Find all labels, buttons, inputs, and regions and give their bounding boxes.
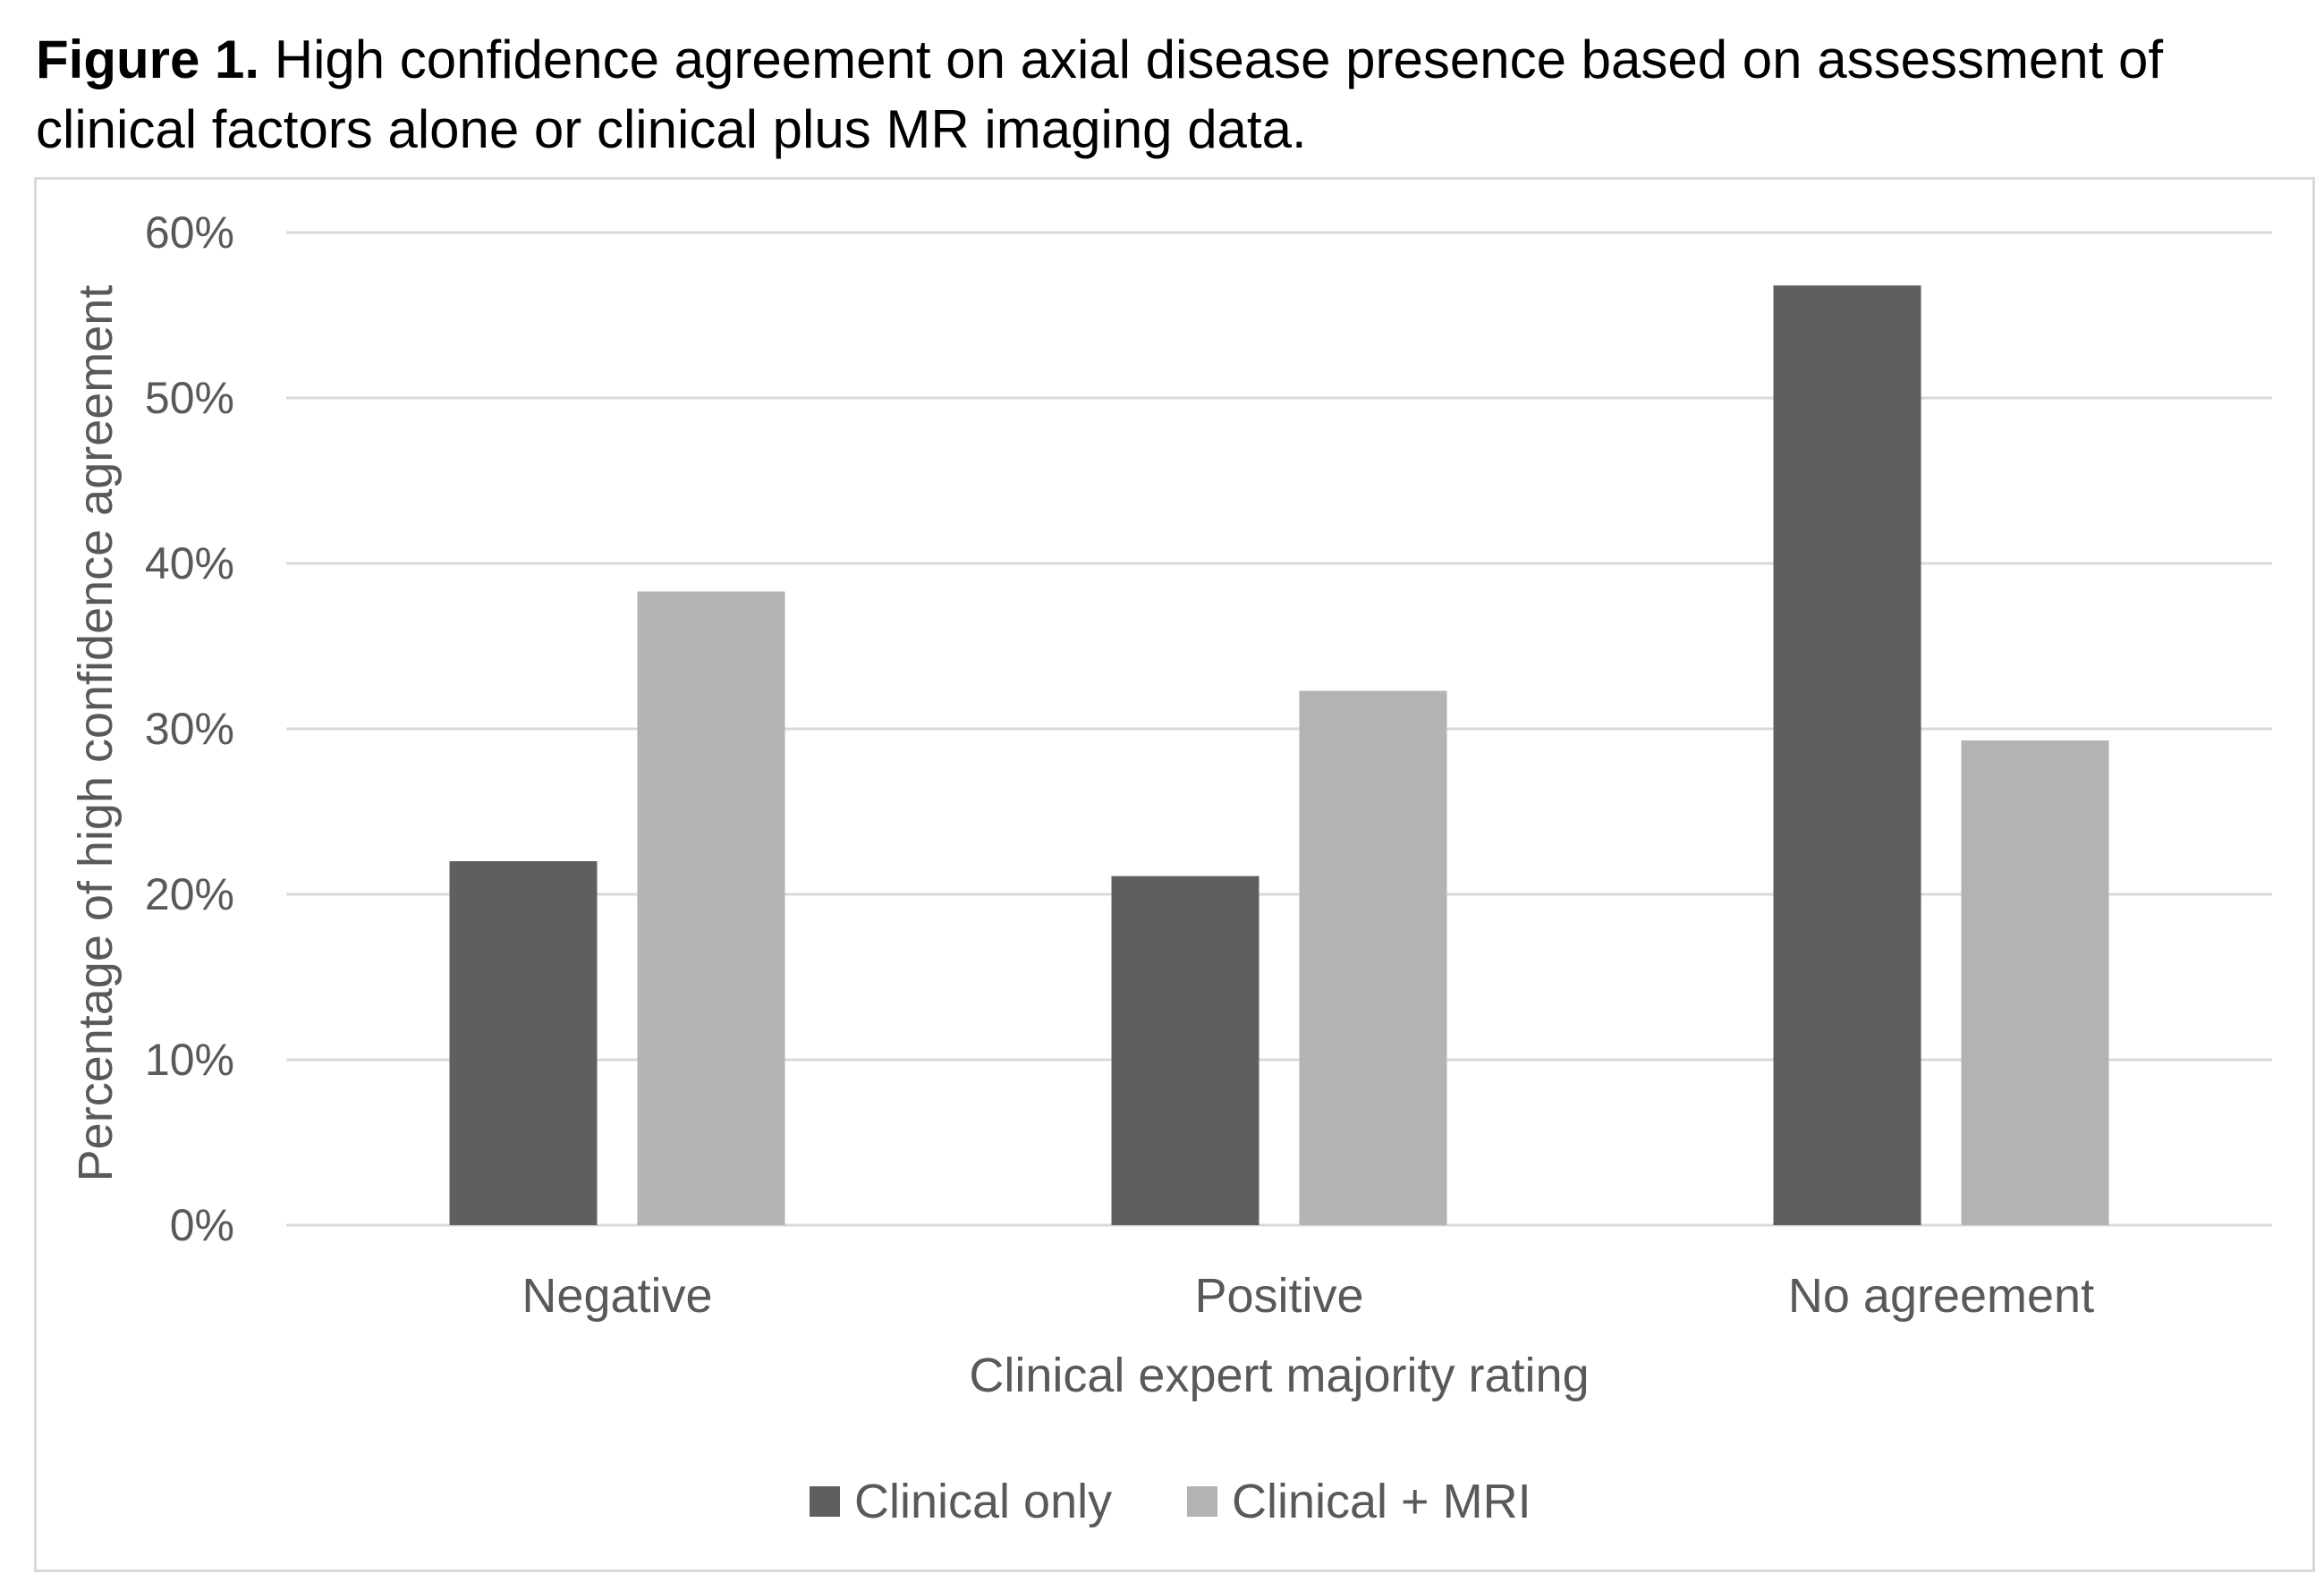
bar-clinical-mri-no-agreement xyxy=(1961,740,2109,1225)
y-tick-label: 30% xyxy=(145,704,234,754)
bar-clinical-mri-negative xyxy=(637,591,785,1225)
figure-caption: Figure 1. High confidence agreement on a… xyxy=(36,25,2290,165)
y-tick-label: 20% xyxy=(145,869,234,919)
x-axis-title: Clinical expert majority rating xyxy=(969,1349,1589,1402)
bars xyxy=(449,285,2109,1226)
bar-clinical-only-no-agreement xyxy=(1773,285,1921,1226)
bar-clinical-mri-positive xyxy=(1299,690,1447,1225)
x-category-label: Negative xyxy=(522,1269,712,1323)
x-category-label: No agreement xyxy=(1788,1269,2094,1323)
y-axis-ticks: 0% 10% 20% 30% 40% 50% 60% xyxy=(145,207,234,1250)
legend-label: Clinical + MRI xyxy=(1232,1475,1531,1528)
bar-clinical-only-negative xyxy=(449,861,598,1225)
bar-clinical-only-positive xyxy=(1111,876,1260,1225)
y-tick-label: 50% xyxy=(145,373,234,423)
legend-label: Clinical only xyxy=(854,1475,1112,1528)
x-category-label: Positive xyxy=(1194,1269,1363,1323)
y-tick-label: 10% xyxy=(145,1035,234,1085)
y-axis-title: Percentage of high confidence agreement xyxy=(69,285,123,1182)
gridlines xyxy=(286,231,2272,1227)
legend-swatch xyxy=(810,1486,840,1517)
legend: Clinical only Clinical + MRI xyxy=(810,1475,1531,1528)
legend-swatch xyxy=(1187,1486,1217,1517)
y-tick-label: 60% xyxy=(145,207,234,258)
y-tick-label: 0% xyxy=(170,1200,234,1250)
caption-text: High confidence agreement on axial disea… xyxy=(36,30,2164,159)
chart-frame xyxy=(34,177,2315,1572)
x-axis-categories: Negative Positive No agreement xyxy=(522,1269,2094,1323)
figure-label: Figure 1. xyxy=(36,30,260,89)
y-tick-label: 40% xyxy=(145,538,234,588)
